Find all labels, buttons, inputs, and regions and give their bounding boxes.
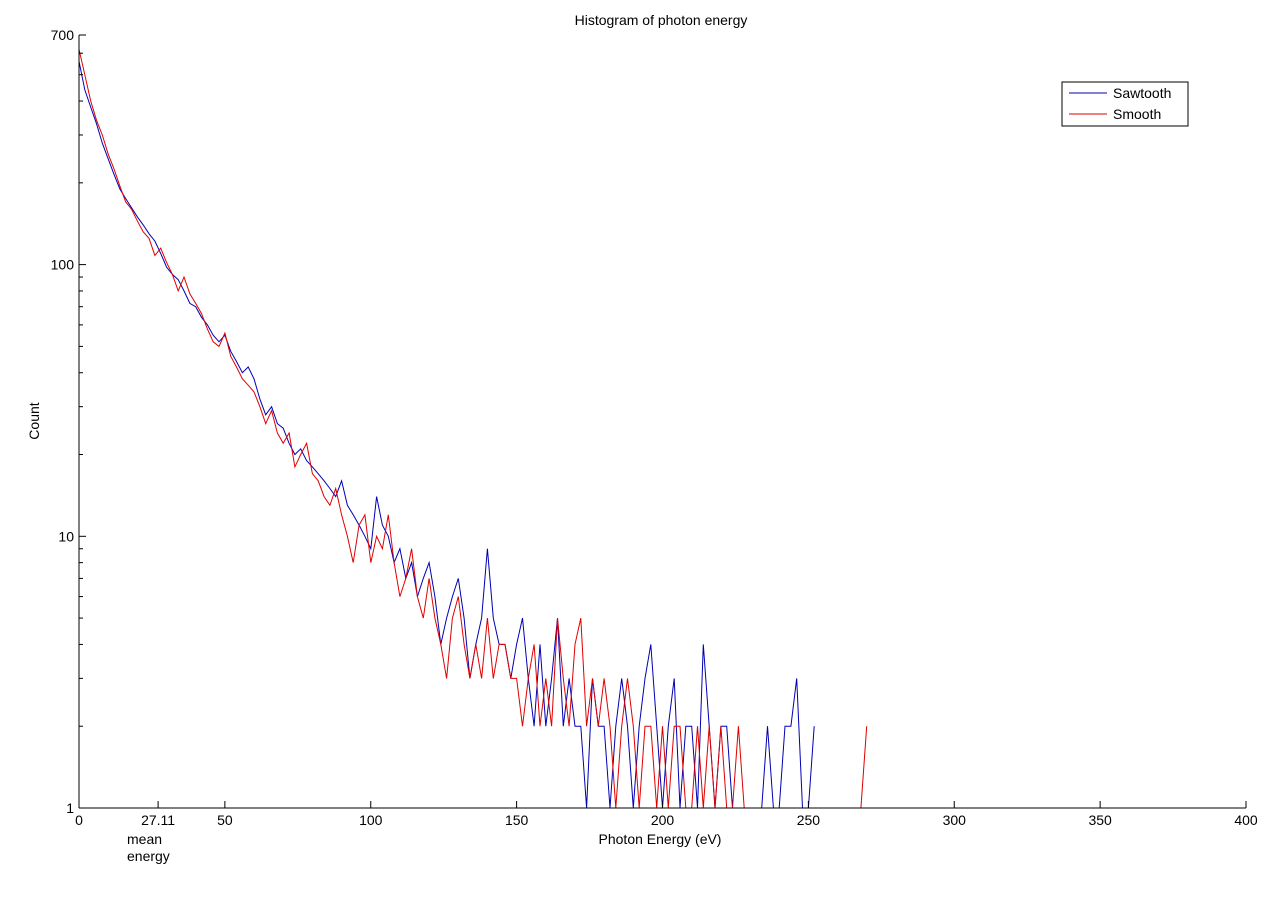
axes: 0 50 100 150 200 250 300 350 400 1 10 100 700: [51, 27, 1258, 828]
annotation-value: 27.11: [141, 812, 175, 828]
x-tick-label: 100: [359, 812, 383, 828]
legend-box: [1061, 81, 1189, 127]
chart-title: Histogram of photon energy: [575, 12, 748, 28]
legend-label-smooth: Smooth: [1113, 106, 1161, 122]
series-line-sawtooth: [78, 61, 815, 809]
plot-area: [78, 49, 868, 809]
y-axis-title: Count: [26, 402, 42, 439]
x-tick-label: 0: [75, 812, 83, 828]
x-tick-label: 150: [505, 812, 529, 828]
x-tick-label: 50: [217, 812, 233, 828]
x-tick-label: 350: [1088, 812, 1112, 828]
y-tick-label: 700: [51, 27, 75, 43]
x-tick-label: 400: [1234, 812, 1258, 828]
series-line-smooth: [78, 49, 868, 809]
y-tick-label: 100: [51, 257, 75, 273]
x-tick-label: 200: [651, 812, 675, 828]
legend-label-sawtooth: Sawtooth: [1113, 85, 1171, 101]
x-tick-label: 300: [943, 812, 967, 828]
y-tick-label: 1: [66, 800, 74, 816]
legend: Sawtooth Smooth: [1061, 81, 1189, 127]
x-tick-label: 250: [797, 812, 821, 828]
y-tick-label: 10: [58, 528, 74, 544]
annotation-caption: mean: [127, 831, 162, 847]
x-axis-title: Photon Energy (eV): [599, 831, 722, 847]
annotation-caption: energy: [127, 848, 170, 864]
